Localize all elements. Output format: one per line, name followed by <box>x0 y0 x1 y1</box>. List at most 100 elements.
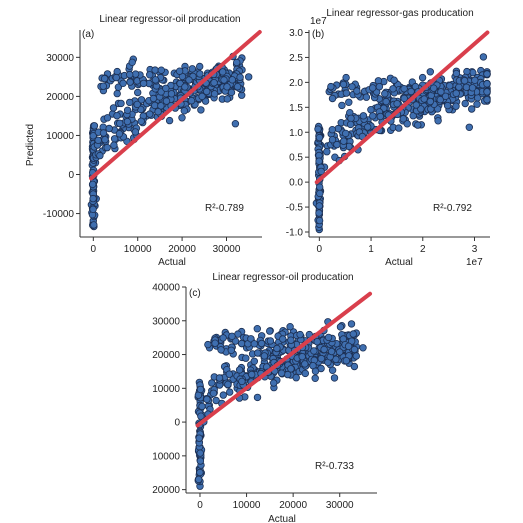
panel-b: Linear regressor-gas producation 1e7 (b)… <box>286 8 491 268</box>
panel-a-point <box>110 141 118 149</box>
panel-a-point <box>236 73 244 81</box>
panel-c-ytick-label: 10000 <box>152 384 180 395</box>
panel-a-point <box>202 87 211 96</box>
panel-a-point <box>181 83 189 91</box>
panel-a-point <box>133 88 142 97</box>
panel-a-point <box>228 76 236 84</box>
panel-c-point <box>266 327 274 335</box>
panel-b-y-offset: 1e7 <box>310 16 327 27</box>
panel-b-point <box>315 133 324 142</box>
panel-a-point <box>89 205 97 213</box>
panel-c-point <box>277 369 286 377</box>
panel-b-point <box>462 83 471 91</box>
panel-b-ytick-label: 0.5 <box>289 153 303 164</box>
panel-b-point <box>327 82 335 91</box>
panel-c-point <box>320 345 328 354</box>
panel-b-point <box>338 101 346 110</box>
panel-c-title: Linear regressor-oil producation <box>212 272 353 283</box>
panel-a-point <box>123 117 132 126</box>
panel-c-ytick-label: 20000 <box>152 485 180 496</box>
panel-a-point <box>99 82 107 90</box>
panel-c-point <box>228 332 236 340</box>
panel-b-point <box>359 112 368 120</box>
panel-a-point <box>185 76 193 84</box>
panel-a-point <box>103 114 112 122</box>
panel-a-point <box>180 107 188 115</box>
panel-b-ytick-label: 2.0 <box>289 78 303 89</box>
panel-c-point <box>247 335 255 343</box>
panel-a-point <box>151 76 160 84</box>
panel-c-point <box>287 365 295 373</box>
panel-b-point <box>407 87 415 96</box>
panel-c-point <box>359 344 367 352</box>
panel-a-point <box>157 66 165 74</box>
panel-a-points <box>87 52 253 231</box>
panel-b-point <box>414 121 422 129</box>
panel-b-point <box>369 84 377 92</box>
panel-c-xtick-label: 30000 <box>326 500 354 511</box>
panel-a-xtick-label: 10000 <box>124 244 152 255</box>
panel-c-point <box>235 366 244 374</box>
panel-a-point <box>113 67 121 76</box>
panel-b-point <box>339 80 348 89</box>
panel-b-point <box>418 73 427 82</box>
panel-b-point <box>328 135 337 144</box>
panel-c-xlabel: Actual <box>268 514 296 523</box>
panel-a-ticks: -10000 0 10000 20000 30000 0 10000 20000 30000 <box>43 30 262 255</box>
panel-a-point <box>99 129 108 137</box>
panel-c-point <box>254 349 262 357</box>
panel-b-point <box>483 88 491 96</box>
panel-c-point <box>342 357 350 365</box>
panel-c-point <box>311 367 320 375</box>
panel-b-ticks: -1.0 -0.5 0.0 0.5 1.0 1.5 2.0 2.5 3.0 0 1 2 3 <box>286 28 490 255</box>
panel-a-point <box>113 111 121 120</box>
panel-a-point <box>89 194 97 203</box>
panel-b-point <box>430 84 438 92</box>
panel-a-point <box>131 128 140 136</box>
panel-b-point <box>412 101 420 109</box>
panel-b-point <box>389 85 397 93</box>
panel-c-ticks: 20000 10000 0 10000 20000 30000 40000 0 10000 200… <box>152 283 377 511</box>
panel-b-fit-line <box>314 30 490 185</box>
panel-a-point <box>145 71 154 79</box>
panel-a-point <box>125 70 134 79</box>
panel-c-point <box>209 389 218 397</box>
panel-c-point <box>317 354 325 363</box>
panel-b-point <box>364 123 372 131</box>
panel-a-xtick-label: 20000 <box>168 244 196 255</box>
panel-b-point <box>471 76 479 84</box>
panel-c-point <box>336 348 344 356</box>
panel-a-point <box>187 96 196 105</box>
panel-a-xlabel: Actual <box>158 257 186 268</box>
panel-c-point <box>310 347 318 355</box>
panel-b-title: Linear regressor-gas producation <box>326 8 473 19</box>
panel-b-point <box>473 100 481 108</box>
panel-a-point <box>149 94 158 103</box>
panel-b-point <box>479 53 488 61</box>
panel-c-point <box>311 374 319 382</box>
panel-a-point <box>154 107 162 116</box>
panel-a-point <box>175 67 184 75</box>
panel-a-point <box>113 89 121 98</box>
panel-a-title: Linear regressor-oil producation <box>99 14 240 25</box>
panel-a-point <box>188 65 196 73</box>
panel-b-label: (b) <box>312 29 324 40</box>
panel-c: Linear regressor-oil producation (c) Act… <box>152 272 377 523</box>
panel-b-point <box>316 189 324 198</box>
panel-b-point <box>315 157 323 165</box>
panel-a: Linear regressor-oil producation (a) Pre… <box>25 14 262 268</box>
panel-a-point <box>218 68 227 76</box>
panel-b-point <box>390 76 398 84</box>
panel-b-ytick-label: 1.5 <box>289 103 303 114</box>
panel-c-point <box>296 330 304 339</box>
panel-b-point <box>315 209 323 217</box>
panel-c-point <box>253 325 261 333</box>
panel-c-point <box>227 346 235 354</box>
panel-c-point <box>273 344 281 353</box>
panel-b-ytick-label: 1.0 <box>289 128 303 139</box>
panel-b-point <box>342 89 351 97</box>
panel-c-point <box>211 339 219 347</box>
panel-b-point <box>316 183 324 191</box>
panel-c-point <box>196 385 205 394</box>
